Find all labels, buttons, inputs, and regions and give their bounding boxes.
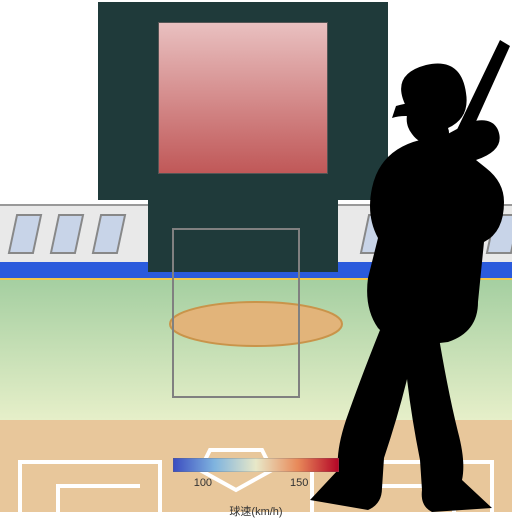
legend-tick: 150 <box>290 477 308 489</box>
speed-legend-label: 球速(km/h) <box>173 503 339 519</box>
legend-tick: 100 <box>194 477 212 489</box>
speed-legend: 100 150 球速(km/h) <box>173 458 339 519</box>
batter-silhouette <box>0 0 512 512</box>
